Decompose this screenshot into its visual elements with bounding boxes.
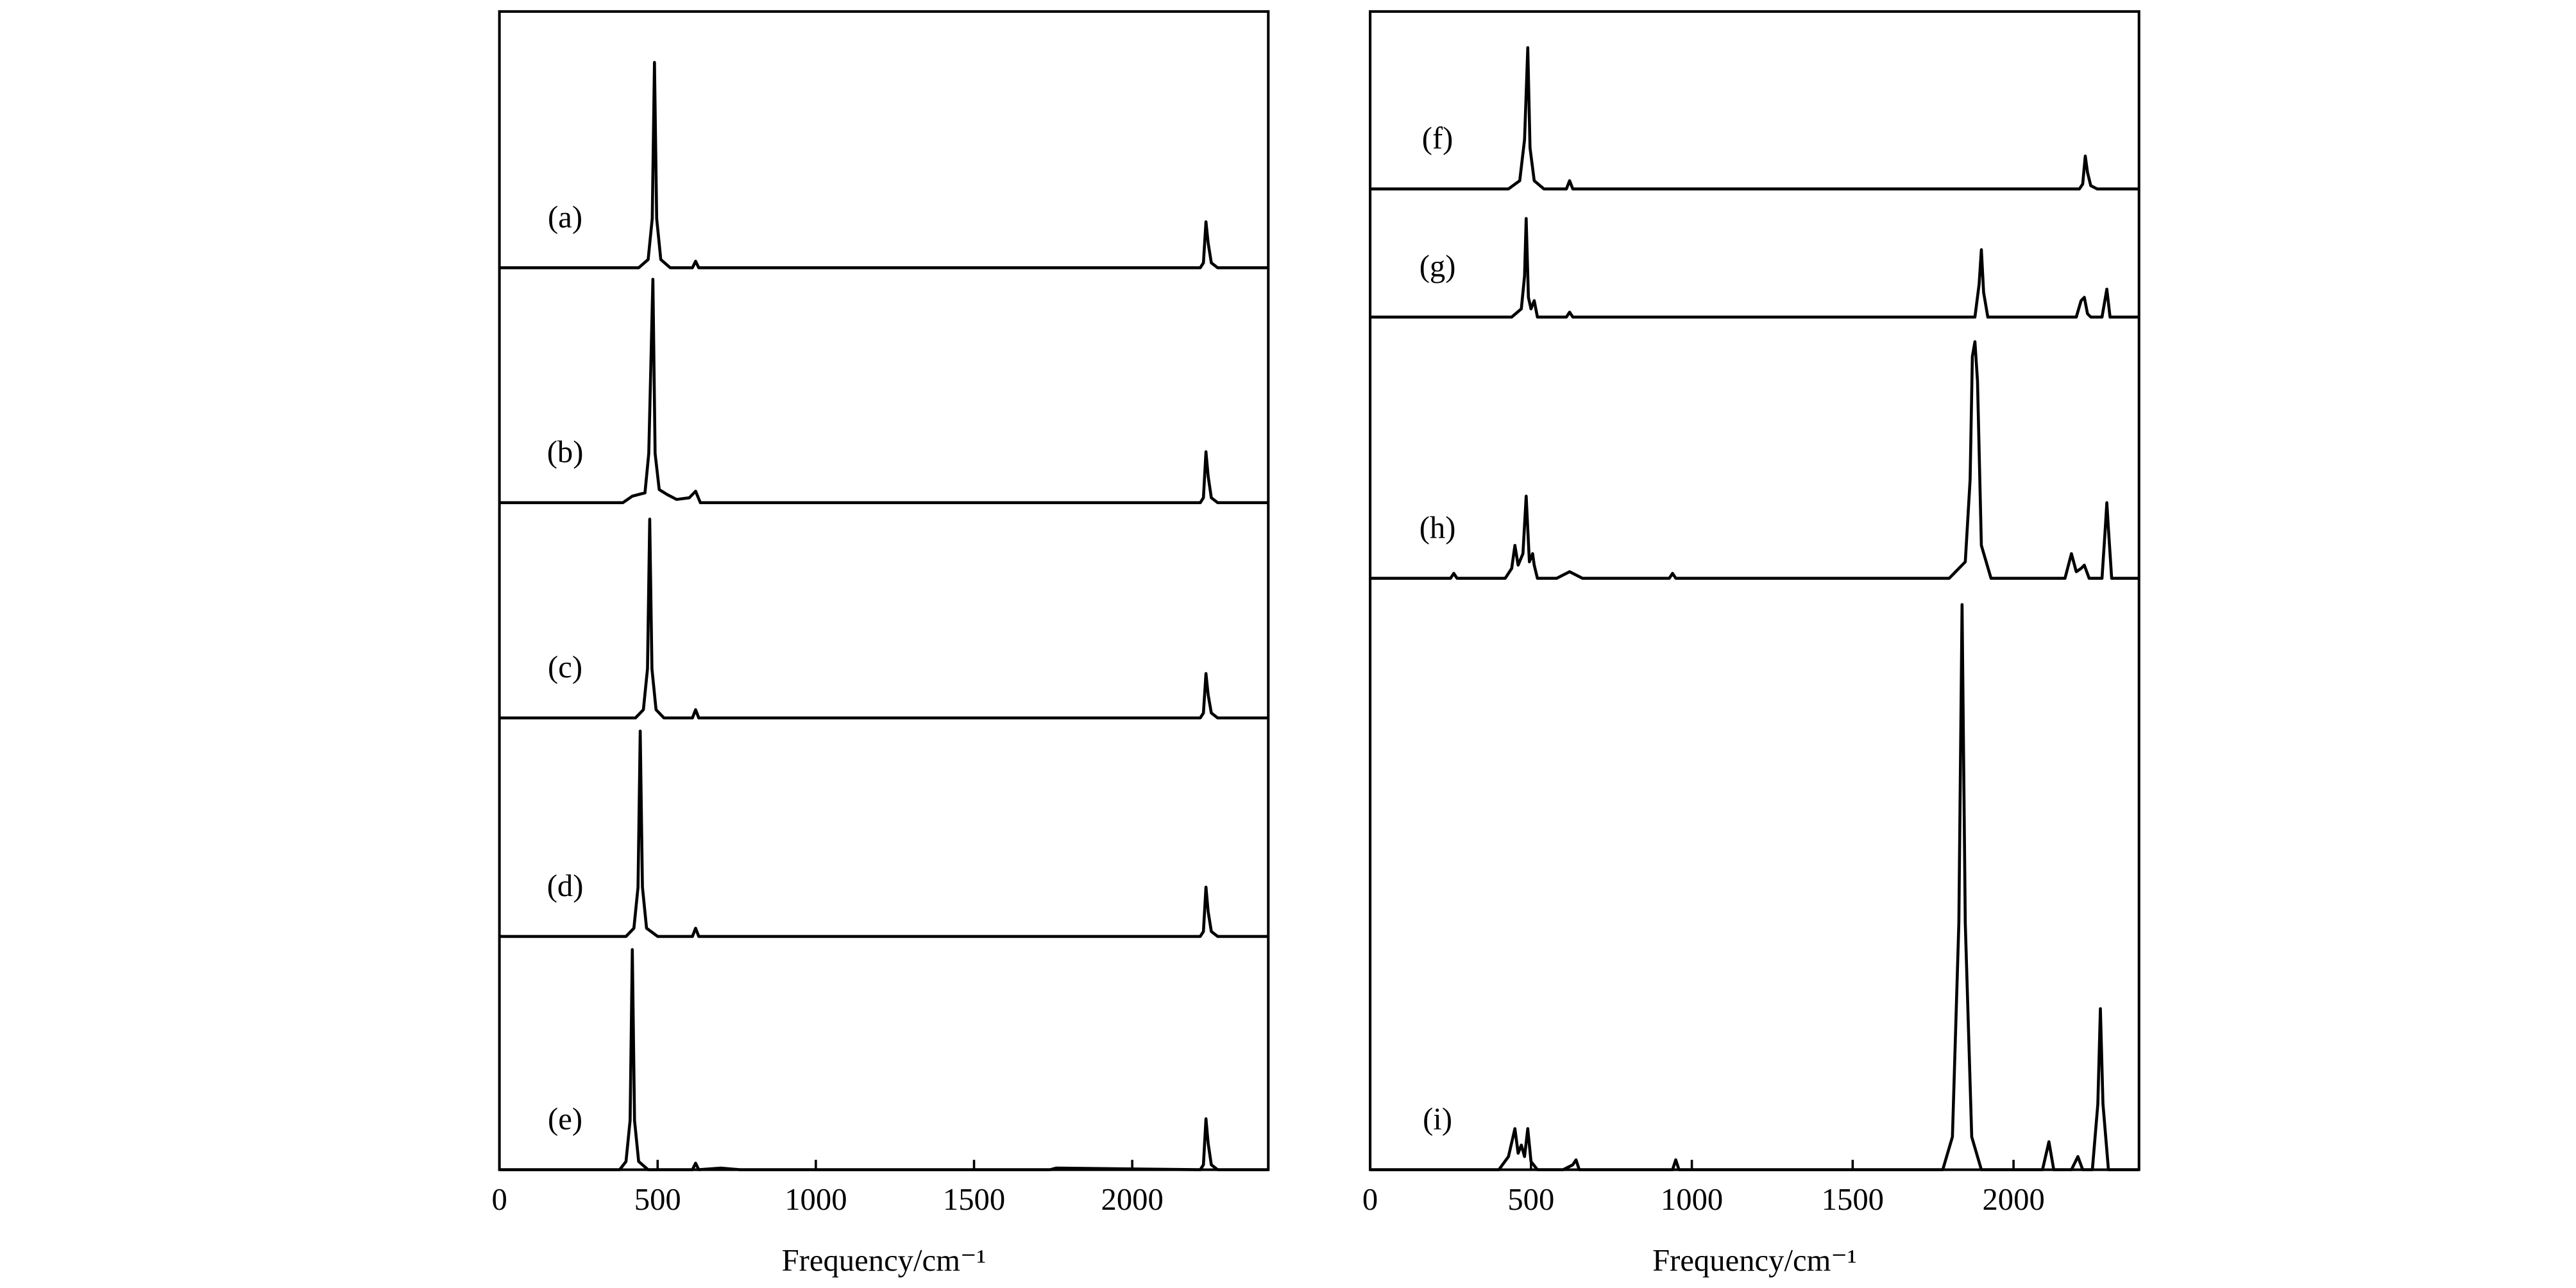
x-tick-label: 1000: [1661, 1182, 1723, 1217]
series-label: (f): [1422, 121, 1453, 155]
x-axis-label: Frequency/cm⁻¹: [782, 1243, 987, 1278]
x-tick-label: 1000: [784, 1182, 847, 1217]
spectrum-line: [499, 61, 1269, 269]
x-tick-label: 500: [1507, 1182, 1554, 1217]
panel-frame: [498, 10, 1270, 1171]
series-label: (b): [547, 435, 584, 470]
x-axis-label: Frequency/cm⁻¹: [1652, 1243, 1857, 1278]
series-label: (i): [1423, 1101, 1452, 1136]
x-tick-label: 0: [1362, 1182, 1378, 1217]
series-label: (g): [1419, 249, 1456, 284]
x-tick-label: 500: [634, 1182, 681, 1217]
spectrum-line: [499, 278, 1269, 505]
x-tick-label: 1500: [943, 1182, 1005, 1217]
x-tick-label: 2000: [1101, 1182, 1164, 1217]
series-label: (c): [548, 650, 582, 684]
panel-frame: [1369, 10, 2140, 1171]
x-tick-label: 0: [491, 1182, 507, 1217]
series-label: (d): [547, 869, 584, 903]
series-label: (a): [548, 199, 582, 234]
spectrum-line: [499, 729, 1269, 938]
x-tick-label: 1500: [1822, 1182, 1884, 1217]
series-label: (e): [548, 1101, 582, 1136]
x-tick-label: 2000: [1982, 1182, 2044, 1217]
spectrum-line: [1370, 46, 2139, 191]
spectrum-line: [499, 518, 1269, 720]
spectrum-line: [1370, 603, 2139, 1171]
spectrum-line: [1370, 340, 2139, 580]
series-label: (h): [1419, 510, 1456, 545]
spectrum-line: [1370, 217, 2139, 319]
spectrum-line: [499, 948, 1269, 1171]
